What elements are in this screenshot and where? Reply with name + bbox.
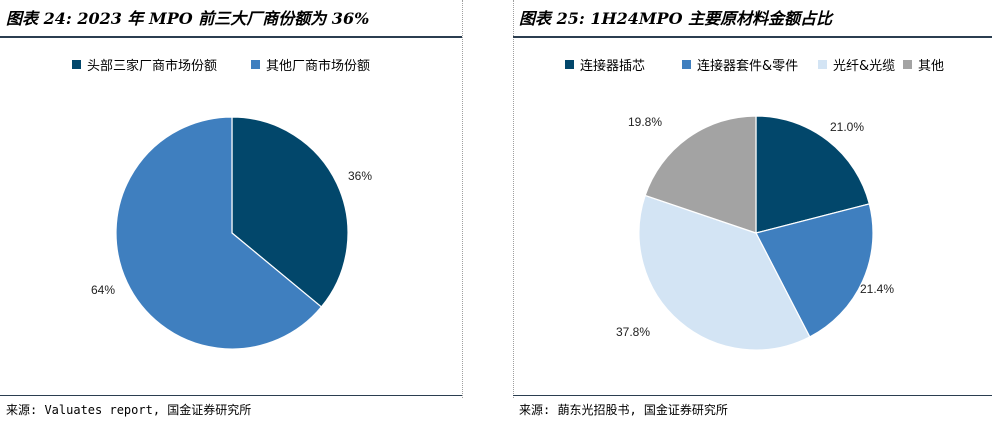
legend-item: 其他: [903, 59, 944, 74]
legend-label: 连接器套件&零件: [697, 58, 798, 74]
slice-data-label: 36%: [348, 169, 372, 183]
pie-slice: [644, 115, 757, 234]
pie-slice: [755, 203, 874, 338]
panel-divider-right: [513, 0, 514, 398]
pie-slice: [755, 115, 871, 234]
legend-swatch: [682, 60, 691, 69]
slice-data-label: 64%: [91, 283, 115, 297]
legend-swatch: [903, 60, 912, 69]
legend-swatch: [818, 60, 827, 69]
pie-slice: [115, 116, 323, 350]
slice-data-label: 37.8%: [616, 325, 650, 339]
slice-data-label: 21.0%: [830, 120, 864, 134]
right-source-rule: [513, 395, 992, 396]
legend-label: 其他厂商市场份额: [266, 58, 370, 74]
legend-item: 光纤&光缆: [818, 58, 895, 74]
right-figure-panel: 图表 25: 1H24MPO 主要原材料金额占比 连接器插芯 连接器套件&零件 光纤…: [513, 0, 992, 425]
legend-swatch: [565, 60, 574, 69]
legend-item: 头部三家厂商市场份额: [72, 58, 217, 74]
right-figure-title: 图表 25: 1H24MPO 主要原材料金额占比: [519, 9, 833, 28]
panel-divider-left: [462, 0, 463, 398]
left-source-note: 来源: Valuates report, 国金证券研究所: [6, 403, 252, 417]
slice-data-label: 19.8%: [628, 115, 662, 129]
left-figure-title: 图表 24: 2023 年 MPO 前三大厂商份额为 36%: [6, 9, 370, 28]
legend-item: 连接器套件&零件: [682, 58, 798, 74]
legend-item: 其他厂商市场份额: [251, 58, 370, 74]
right-title-rule: [513, 36, 992, 38]
right-pie-chart: 连接器插芯 连接器套件&零件 光纤&光缆 其他 21.0% 21.4% 37.8% 19.8%: [565, 58, 944, 351]
left-title-rule: [0, 36, 462, 38]
left-figure-panel: 图表 24: 2023 年 MPO 前三大厂商份额为 36% 头部三家厂商市场份…: [0, 0, 462, 425]
left-pie-chart: 头部三家厂商市场份额 其他厂商市场份额 36% 64%: [72, 58, 372, 350]
legend-label: 连接器插芯: [580, 58, 645, 74]
pie-slice: [638, 194, 811, 351]
pie-slice: [231, 116, 349, 308]
slice-data-label: 21.4%: [860, 282, 894, 296]
legend-label: 头部三家厂商市场份额: [87, 58, 217, 74]
legend-item: 连接器插芯: [565, 58, 645, 74]
left-source-rule: [0, 395, 462, 396]
right-source-note: 来源: 蓢东光招股书, 国金证券研究所: [519, 403, 728, 417]
legend-label: 光纤&光缆: [833, 58, 895, 74]
legend-swatch: [251, 60, 260, 69]
legend-swatch: [72, 60, 81, 69]
legend-label: 其他: [918, 59, 944, 74]
